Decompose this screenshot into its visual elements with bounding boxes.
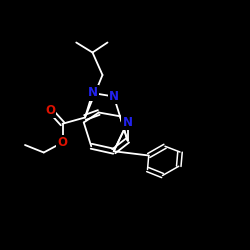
Text: N: N — [88, 86, 98, 100]
Text: O: O — [45, 104, 55, 117]
Text: O: O — [58, 136, 68, 149]
Text: O: O — [45, 104, 55, 117]
Text: N: N — [109, 90, 119, 103]
Text: O: O — [58, 136, 68, 149]
Text: N: N — [122, 116, 132, 129]
Text: N: N — [109, 90, 119, 103]
Text: N: N — [88, 86, 98, 100]
Text: N: N — [122, 116, 132, 129]
